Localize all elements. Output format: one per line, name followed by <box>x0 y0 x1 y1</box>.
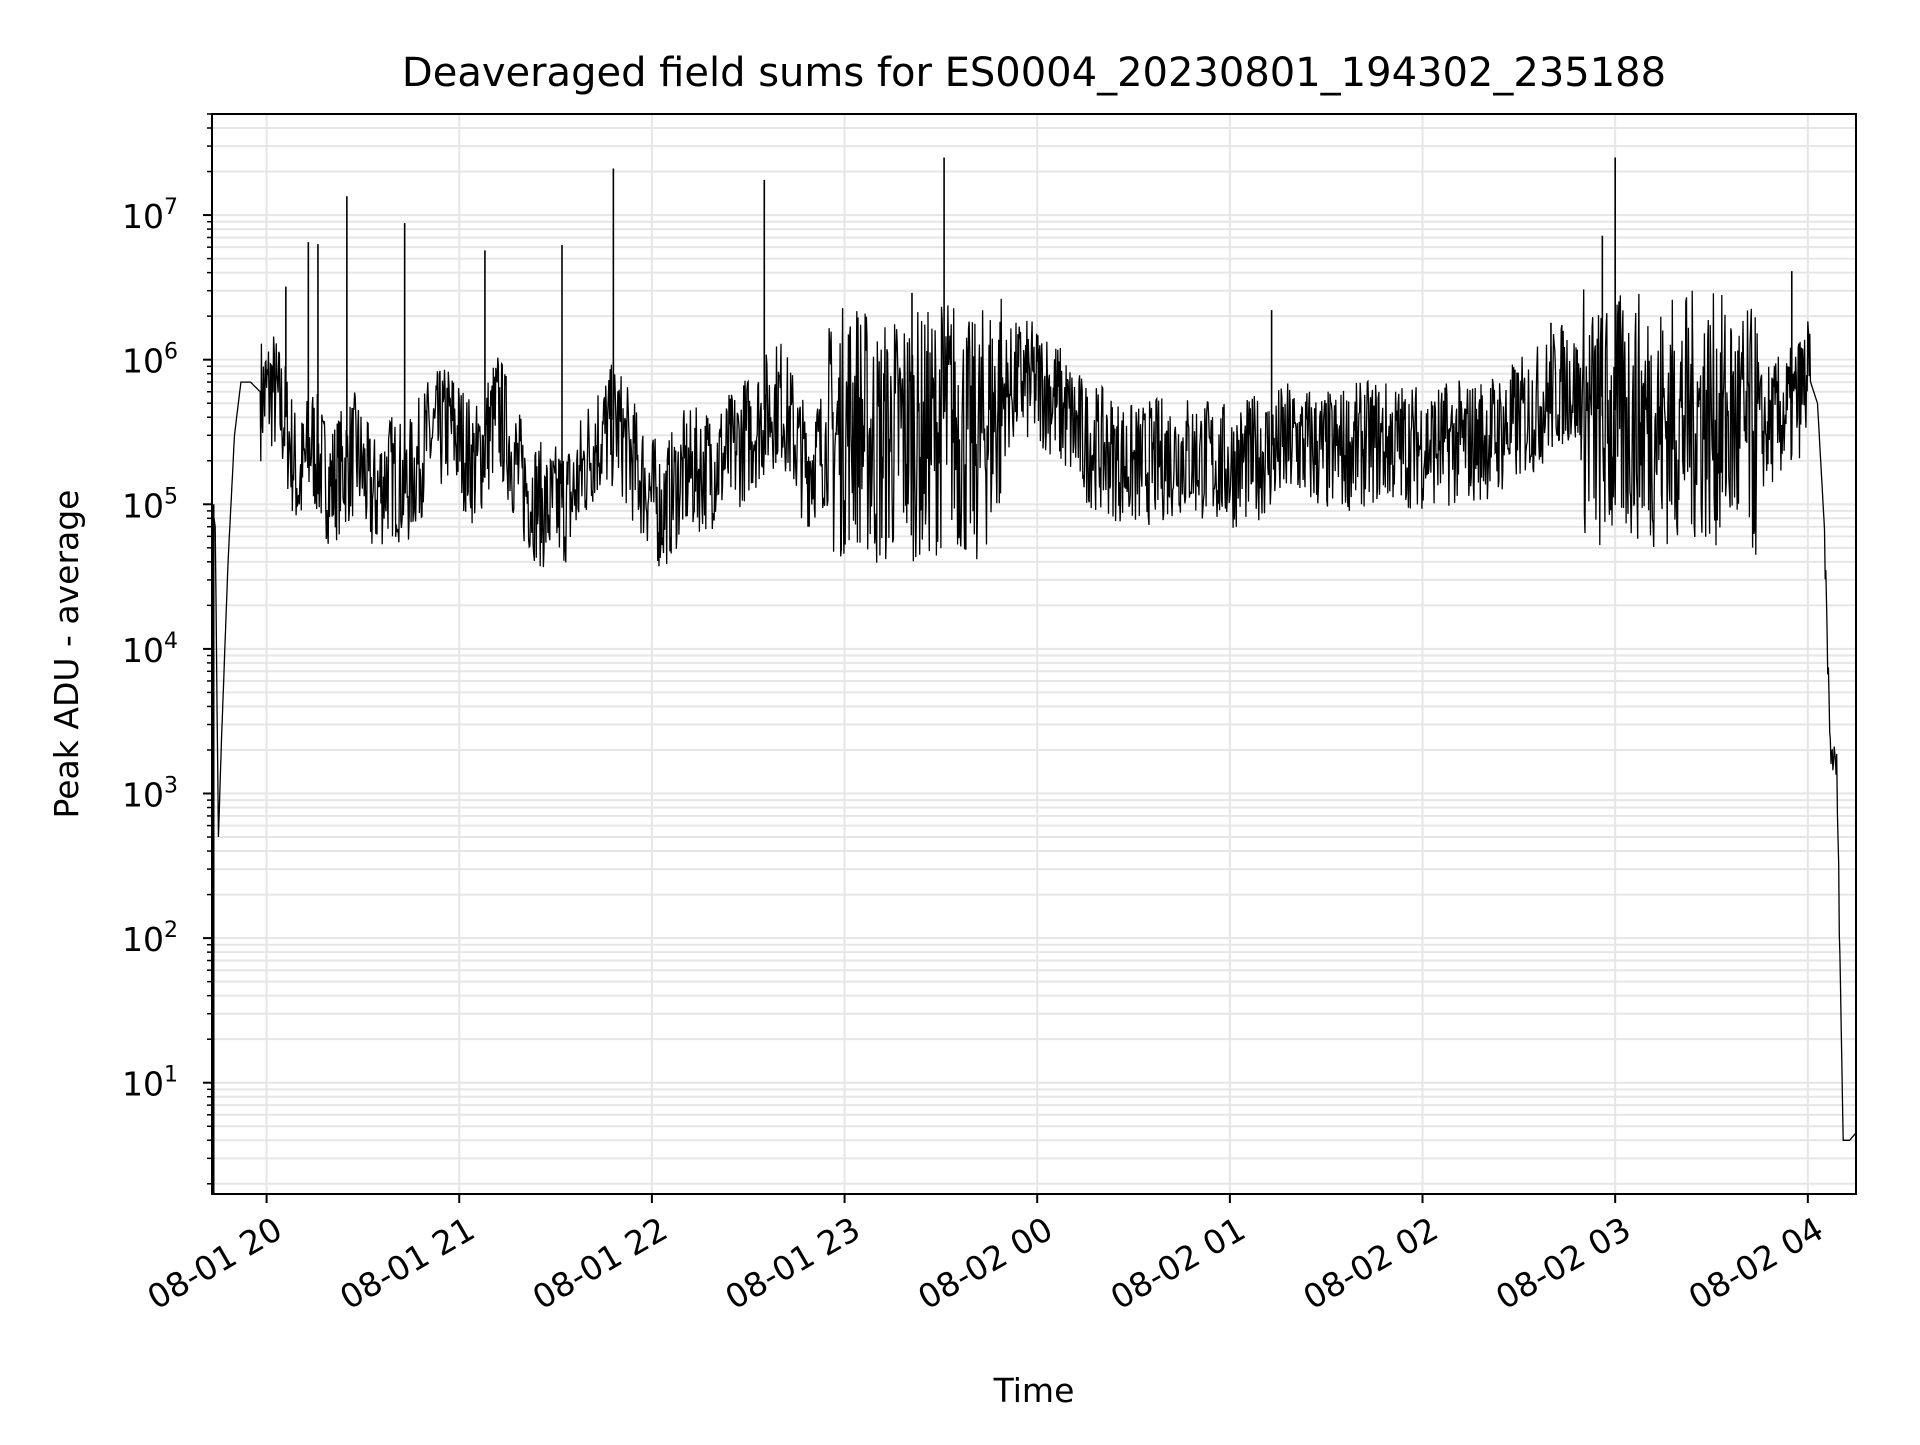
y-tick-base: 10 <box>122 197 164 236</box>
y-tick-base: 10 <box>122 776 164 815</box>
axes-frame <box>211 113 1857 1195</box>
y-tick-label: 101 <box>122 1063 178 1104</box>
y-tick-exponent: 6 <box>164 340 178 365</box>
grid-layer <box>212 113 1856 1194</box>
y-tick-exponent: 2 <box>164 918 178 943</box>
y-tick-label: 105 <box>122 484 178 525</box>
y-tick-exponent: 1 <box>164 1063 178 1088</box>
y-tick-label: 106 <box>122 340 178 381</box>
y-tick-base: 10 <box>122 342 164 381</box>
y-tick-exponent: 4 <box>164 629 178 654</box>
y-tick-base: 10 <box>122 920 164 959</box>
y-tick-label: 103 <box>122 774 178 815</box>
chart-title: Deaveraged field sums for ES0004_2023080… <box>402 50 1666 96</box>
y-tick-base: 10 <box>122 1065 164 1104</box>
series-line <box>211 289 1857 1141</box>
y-tick-exponent: 3 <box>164 774 178 799</box>
y-tick-label: 107 <box>122 195 178 236</box>
y-tick-base: 10 <box>122 631 164 670</box>
y-tick-exponent: 7 <box>164 195 178 220</box>
x-axis-label: Time <box>993 1371 1075 1410</box>
y-axis-label: Peak ADU - average <box>47 490 86 819</box>
data-layer <box>211 157 1857 1194</box>
y-tick-label: 102 <box>122 918 178 959</box>
y-tick-label: 104 <box>122 629 178 670</box>
y-tick-base: 10 <box>122 486 164 525</box>
y-tick-exponent: 5 <box>164 484 178 509</box>
